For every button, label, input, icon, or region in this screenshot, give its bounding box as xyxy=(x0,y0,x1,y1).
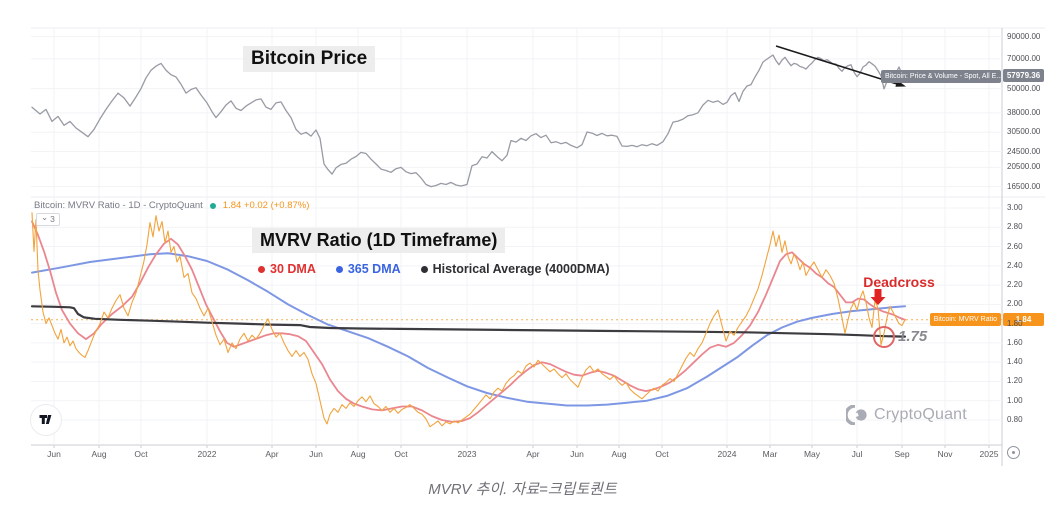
time-axis-label: Aug xyxy=(350,449,366,459)
tradingview-icon xyxy=(39,415,52,424)
indicator-collapse-button[interactable]: ⌄ 3 xyxy=(36,212,60,226)
axis-tick-label: 1.60 xyxy=(1007,337,1023,347)
axis-tick-label: 20500.00 xyxy=(1007,162,1041,172)
time-axis-label: Jun xyxy=(309,449,323,459)
indicator-status-icon[interactable] xyxy=(209,202,216,209)
axis-tick-label: 50000.00 xyxy=(1007,83,1041,93)
time-axis-label: Sep xyxy=(894,449,910,459)
time-axis-label: 2024 xyxy=(717,449,737,459)
axis-settings-dot xyxy=(1012,451,1015,454)
mvrv-indicator-label: Bitcoin: MVRV Ratio - 1D - CryptoQuant xyxy=(34,200,203,211)
tradingview-chart: Bitcoin Price Bitcoin: Price & Volume - … xyxy=(30,27,1045,466)
time-axis-label: 2022 xyxy=(197,449,217,459)
axis-tick-label: 24500.00 xyxy=(1007,146,1041,156)
cryptoquant-text: CryptoQuant xyxy=(874,406,967,423)
chevron-down-icon: ⌄ xyxy=(41,212,49,222)
legend-label: 365 DMA xyxy=(347,262,401,276)
axis-tick-label: 1.00 xyxy=(1007,395,1023,405)
red-dot-icon xyxy=(258,265,265,273)
historical-average-value-label: 1.75 xyxy=(898,328,928,345)
time-axis-label: Nov xyxy=(937,449,953,459)
indicator-count: 3 xyxy=(50,214,55,224)
blue-dot-icon xyxy=(335,265,343,273)
mvrv-legend: 30 DMA 365 DMA Historical Average (4000D… xyxy=(258,262,610,276)
axis-tick-label: 38000.00 xyxy=(1007,107,1041,117)
time-axis-label: Jun xyxy=(570,449,584,459)
axis-tick-label: 0.80 xyxy=(1007,415,1023,424)
axis-tick-label: 90000.00 xyxy=(1007,31,1041,41)
axis-tick-label: 2.80 xyxy=(1007,222,1023,232)
axis-tick-label: 30500.00 xyxy=(1007,127,1041,137)
time-axis-label: Oct xyxy=(134,449,148,459)
time-axis-label: Aug xyxy=(91,449,107,459)
time-axis-label: Apr xyxy=(265,449,279,459)
time-axis-label: May xyxy=(803,449,821,459)
time-axis-label: Apr xyxy=(526,449,540,459)
time-axis-label: 2023 xyxy=(457,449,477,459)
mvrv-series-badge: Bitcoin: MVRV Ratio xyxy=(929,313,1001,326)
article-caption: MVRV 추이. 자료=크립토퀀트 xyxy=(428,481,617,498)
axis-tick-label: 1.20 xyxy=(1007,376,1023,386)
time-axis-label: Mar xyxy=(762,449,778,459)
time-axis-label: Aug xyxy=(611,449,627,459)
axis-tick-label: 70000.00 xyxy=(1007,53,1041,63)
time-axis-label: Jul xyxy=(851,449,863,459)
black-dot-icon xyxy=(420,265,428,273)
axis-settings-icon[interactable] xyxy=(1007,446,1020,459)
axis-tick-label: 3.00 xyxy=(1007,203,1023,212)
price-panel-title: Bitcoin Price xyxy=(243,46,376,72)
mvrv-panel-title: MVRV Ratio (1D Timeframe) xyxy=(252,228,506,253)
axis-tick-label: 2.00 xyxy=(1007,299,1023,309)
cryptoquant-icon xyxy=(846,405,867,425)
axis-tick-label: 1.80 xyxy=(1007,318,1023,328)
axis-tick-label: 2.20 xyxy=(1007,280,1023,290)
price-axis-badge: 57979.36 xyxy=(1003,69,1044,82)
legend-item-30dma: 30 DMA xyxy=(258,262,316,276)
time-axis-label: 2025 xyxy=(979,449,999,459)
time-axis-label: Jun xyxy=(47,449,61,459)
price-series-badge: Bitcoin: Price & Volume - Spot, All E... xyxy=(881,70,1001,83)
axis-tick-label: 1.40 xyxy=(1007,357,1023,367)
tradingview-logo-button[interactable] xyxy=(30,404,62,436)
mvrv-indicator-row[interactable]: Bitcoin: MVRV Ratio - 1D - CryptoQuant 1… xyxy=(34,200,309,211)
time-axis-label: Oct xyxy=(655,449,669,459)
legend-item-365dma: 365 DMA xyxy=(335,262,401,276)
mvrv-indicator-value: 1.84 +0.02 (+0.87%) xyxy=(222,200,310,211)
time-axis-label: Oct xyxy=(394,449,408,459)
mvrv-axis-badge: 1.84 xyxy=(1003,313,1044,326)
axis-tick-label: 2.60 xyxy=(1007,241,1023,251)
legend-item-historical-average: Historical Average (4000DMA) xyxy=(420,262,610,276)
axis-tick-label: 2.40 xyxy=(1007,260,1023,270)
deadcross-annotation: Deadcross xyxy=(863,274,935,290)
legend-label: Historical Average (4000DMA) xyxy=(432,262,610,276)
legend-label: 30 DMA xyxy=(270,262,316,276)
cryptoquant-watermark: CryptoQuant xyxy=(846,405,967,425)
axis-tick-label: 16500.00 xyxy=(1007,181,1041,191)
